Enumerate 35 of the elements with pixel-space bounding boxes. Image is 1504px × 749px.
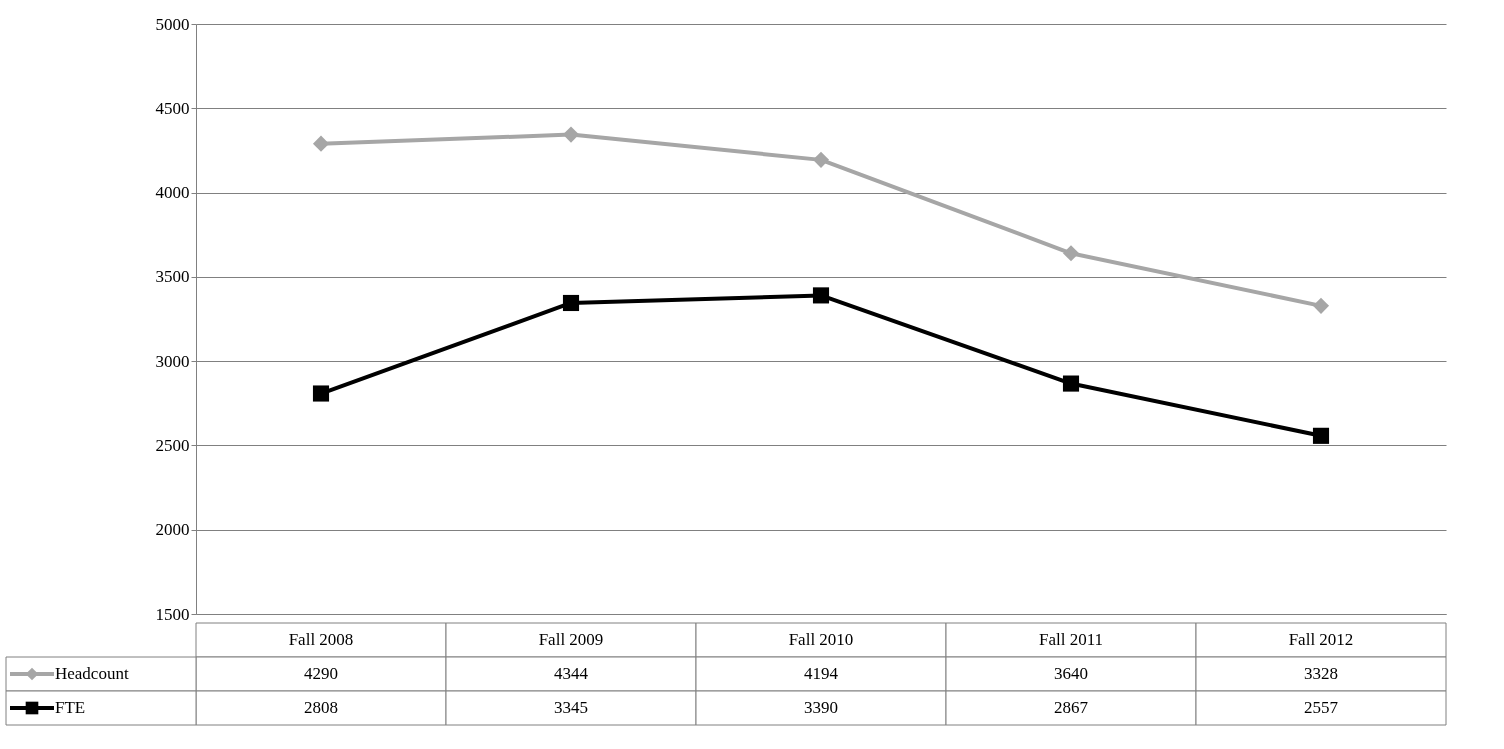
data-label: 4344 bbox=[554, 664, 589, 683]
y-tick-label: 2500 bbox=[155, 435, 190, 455]
data-label: 2557 bbox=[1304, 698, 1339, 717]
point bbox=[312, 135, 330, 152]
point bbox=[812, 287, 830, 304]
y-tick-label: 1500 bbox=[155, 604, 190, 624]
x-tick-label: Fall 2009 bbox=[538, 630, 604, 649]
x-tick-label: Fall 2012 bbox=[1288, 630, 1354, 649]
point bbox=[812, 151, 830, 168]
point bbox=[562, 294, 580, 312]
y-tick-label: 2000 bbox=[155, 520, 190, 540]
y-tick-label: 3000 bbox=[155, 351, 190, 371]
y-tick-label: 4500 bbox=[155, 98, 190, 118]
point bbox=[1062, 375, 1080, 392]
data-label: 2867 bbox=[1054, 698, 1089, 717]
data-label: 3390 bbox=[804, 698, 838, 717]
data-label: 4290 bbox=[304, 664, 338, 683]
legend-label: Headcount bbox=[55, 664, 129, 683]
x-tick-label: Fall 2010 bbox=[788, 630, 854, 649]
y-tick-label: 4000 bbox=[155, 183, 190, 203]
data-label: 3640 bbox=[1054, 664, 1088, 683]
data-label: 2808 bbox=[304, 698, 338, 717]
x-tick-label: Fall 2008 bbox=[288, 630, 354, 649]
data-label: 3328 bbox=[1304, 664, 1338, 683]
x-tick-label: Fall 2011 bbox=[1038, 630, 1104, 649]
y-tick-label: 3500 bbox=[155, 267, 190, 287]
point bbox=[562, 126, 580, 143]
data-label: 3345 bbox=[554, 698, 588, 717]
point bbox=[312, 385, 330, 402]
point bbox=[1312, 427, 1330, 444]
data-label: 4194 bbox=[804, 664, 839, 683]
point bbox=[1312, 297, 1330, 314]
point bbox=[1062, 245, 1080, 262]
y-tick-label: 5000 bbox=[155, 14, 190, 34]
legend-label: FTE bbox=[55, 698, 86, 717]
